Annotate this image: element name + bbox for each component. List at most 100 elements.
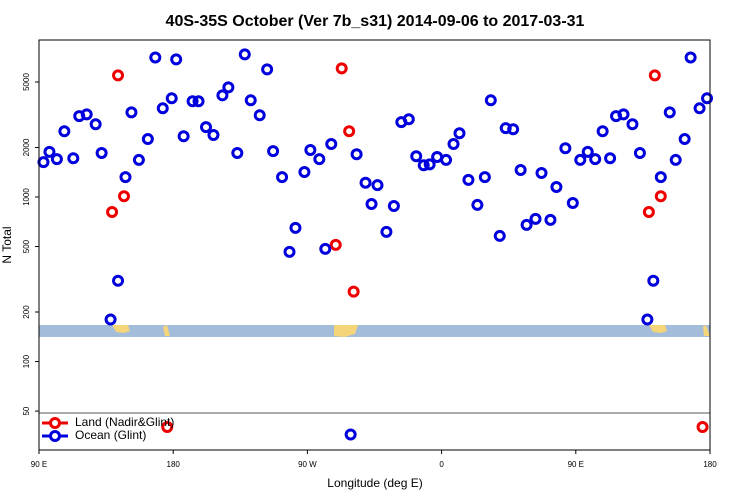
point: [574, 153, 587, 166]
x-tick-label: 180: [703, 460, 717, 469]
point: [529, 212, 542, 225]
point: [283, 245, 296, 258]
y-tick-label: 1000: [22, 188, 31, 206]
point: [462, 173, 475, 186]
point: [216, 89, 229, 102]
point: [648, 69, 661, 82]
point: [642, 205, 655, 218]
y-tick-label: 50: [22, 406, 31, 415]
point: [335, 62, 348, 75]
point: [200, 121, 213, 134]
point: [641, 313, 654, 326]
point: [112, 274, 125, 287]
point: [453, 127, 466, 140]
y-tick-label: 500: [22, 239, 31, 253]
point: [207, 129, 220, 142]
y-tick-label: 100: [22, 354, 31, 368]
point: [347, 285, 360, 298]
point: [112, 69, 125, 82]
point: [663, 106, 676, 119]
point: [170, 53, 183, 66]
point: [106, 205, 119, 218]
point: [119, 171, 132, 184]
point: [125, 106, 138, 119]
point: [478, 171, 491, 184]
point: [423, 158, 436, 171]
point: [447, 137, 460, 150]
point: [304, 144, 317, 157]
point: [89, 118, 102, 131]
point: [177, 130, 190, 143]
point: [514, 163, 527, 176]
point: [238, 48, 251, 61]
point: [37, 156, 50, 169]
point: [253, 109, 266, 122]
point: [298, 165, 311, 178]
point: [58, 125, 71, 138]
point: [380, 225, 393, 238]
point: [104, 313, 117, 326]
point: [417, 159, 430, 172]
legend-label: Land (Nadir&Glint): [75, 415, 174, 429]
point: [654, 171, 667, 184]
plot: 90 E 180 90 W 0 90 E 180 50 100 200 500 1000 2000 50…: [22, 48, 717, 469]
point: [329, 238, 342, 251]
point: [325, 137, 338, 150]
point: [43, 145, 56, 158]
point: [156, 102, 169, 115]
point: [669, 153, 682, 166]
point: [350, 148, 363, 161]
point: [132, 153, 145, 166]
point: [289, 221, 302, 234]
chart-title: 40S-35S October (Ver 7b_s31) 2014-09-06 …: [166, 13, 585, 30]
y-tick-label: 2000: [22, 138, 31, 156]
point: [192, 95, 205, 108]
point: [231, 147, 244, 160]
point: [566, 196, 579, 209]
point: [507, 123, 520, 136]
point: [371, 179, 384, 192]
point: [165, 92, 178, 105]
point: [67, 152, 80, 165]
point: [244, 94, 257, 107]
point: [550, 181, 563, 194]
x-tick-label: 90 E: [568, 460, 584, 469]
x-tick-label: 180: [167, 460, 181, 469]
x-tick-label: 0: [439, 460, 444, 469]
point: [544, 213, 557, 226]
map-band: [39, 325, 710, 337]
map-land: [112, 325, 710, 337]
point: [559, 142, 572, 155]
point: [141, 133, 154, 146]
point: [267, 145, 280, 158]
point: [626, 118, 639, 131]
point: [535, 166, 548, 179]
point: [313, 153, 326, 166]
point: [319, 242, 332, 255]
point: [696, 421, 709, 434]
y-tick-label: 5000: [22, 73, 31, 91]
point: [471, 198, 484, 211]
point: [149, 51, 162, 64]
point: [402, 113, 415, 126]
point: [50, 153, 63, 166]
plot-frame: [38, 39, 711, 451]
point: [484, 94, 497, 107]
point: [520, 218, 533, 231]
point: [80, 108, 93, 121]
point: [359, 176, 372, 189]
point: [410, 150, 423, 163]
point: [261, 63, 274, 76]
point: [589, 153, 602, 166]
point: [604, 152, 617, 165]
legend-label: Ocean (Glint): [75, 428, 146, 442]
legend-marker: [49, 417, 61, 429]
point: [343, 125, 356, 138]
point: [186, 95, 199, 108]
y-tick-label: 200: [22, 305, 31, 319]
point: [365, 197, 378, 210]
x-tick-label: 90 W: [298, 460, 317, 469]
point: [654, 190, 667, 203]
point: [493, 229, 506, 242]
